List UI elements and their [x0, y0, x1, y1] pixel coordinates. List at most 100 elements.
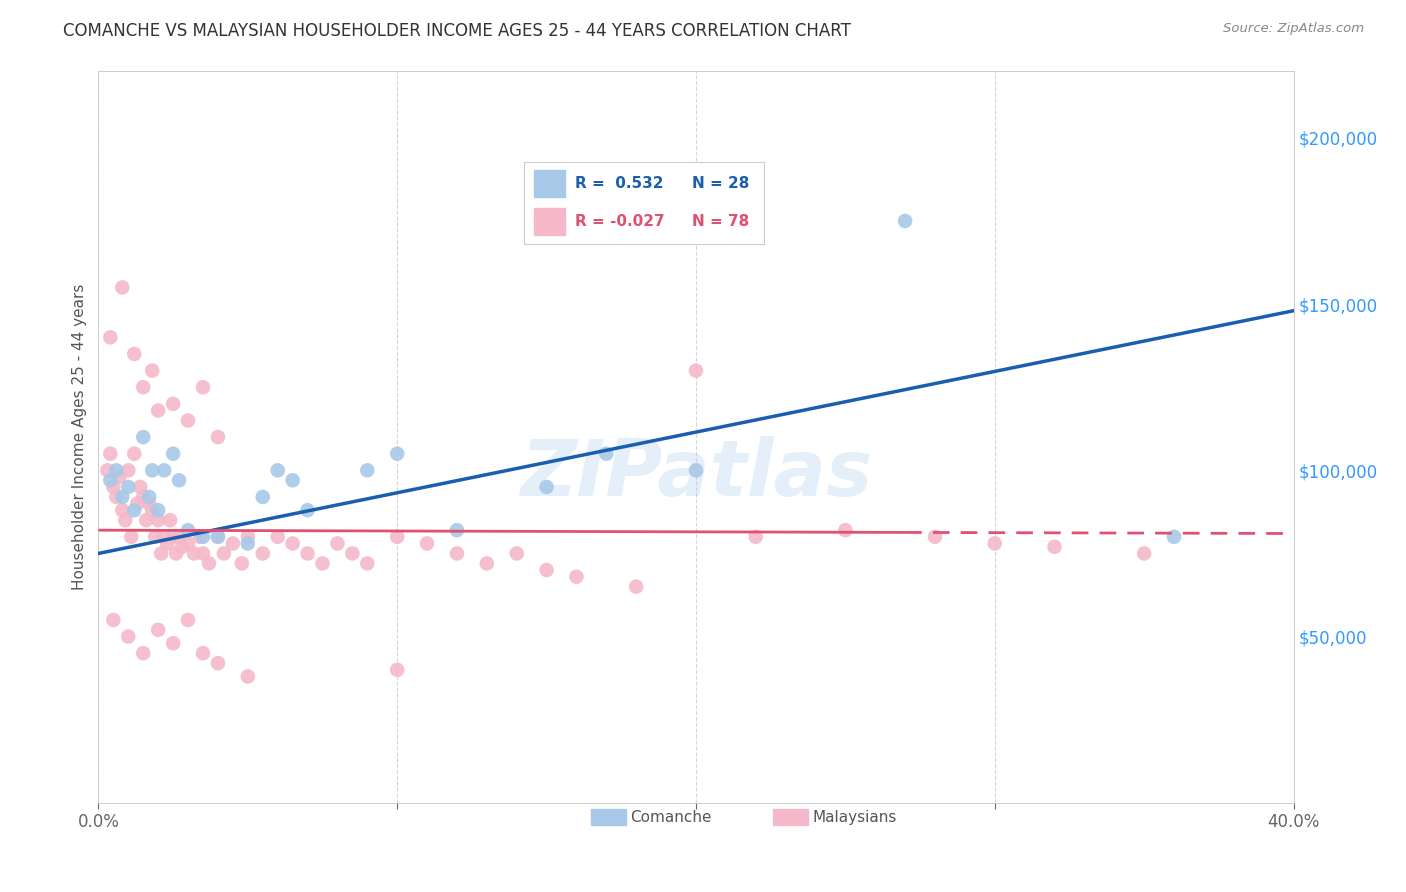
Point: [150, 546, 173, 560]
Point: [326, 536, 349, 550]
Point: [135, 513, 157, 527]
Point: [141, 503, 163, 517]
Point: [207, 430, 229, 444]
Y-axis label: Householder Income Ages 25 - 44 years: Householder Income Ages 25 - 44 years: [72, 284, 87, 591]
Point: [385, 663, 409, 677]
Bar: [534, 170, 565, 196]
Point: [148, 403, 170, 417]
Point: [183, 546, 205, 560]
Point: [207, 530, 229, 544]
Point: [565, 570, 588, 584]
Point: [297, 503, 319, 517]
Point: [111, 503, 134, 517]
Point: [385, 530, 409, 544]
Point: [103, 480, 125, 494]
Point: [98, 330, 122, 344]
Point: [159, 513, 181, 527]
Point: [385, 447, 409, 461]
Text: R =  0.532: R = 0.532: [575, 176, 664, 191]
Point: [120, 530, 142, 544]
Point: [222, 536, 245, 550]
Point: [153, 463, 176, 477]
Point: [162, 636, 184, 650]
Point: [536, 480, 558, 494]
Point: [207, 656, 229, 670]
Text: R = -0.027: R = -0.027: [575, 214, 665, 229]
Point: [191, 546, 214, 560]
Point: [105, 463, 128, 477]
Point: [446, 546, 468, 560]
Point: [96, 463, 118, 477]
Point: [595, 447, 617, 461]
Point: [132, 380, 155, 394]
Text: Source: ZipAtlas.com: Source: ZipAtlas.com: [1223, 22, 1364, 36]
Point: [138, 497, 160, 511]
Point: [148, 513, 170, 527]
Point: [127, 497, 149, 511]
Point: [167, 530, 190, 544]
Point: [1043, 540, 1066, 554]
Point: [267, 530, 290, 544]
Point: [446, 523, 468, 537]
Point: [231, 557, 253, 571]
Point: [108, 470, 131, 484]
Point: [626, 580, 648, 594]
Point: [162, 447, 184, 461]
Point: [132, 490, 155, 504]
Point: [834, 523, 856, 537]
Point: [207, 530, 229, 544]
Point: [111, 280, 134, 294]
Point: [117, 630, 139, 644]
Point: [1133, 546, 1156, 560]
Point: [236, 530, 259, 544]
Point: [114, 513, 136, 527]
Point: [356, 463, 378, 477]
Point: [252, 490, 274, 504]
Point: [506, 546, 529, 560]
Point: [105, 490, 128, 504]
Text: N = 78: N = 78: [692, 214, 749, 229]
Point: [141, 363, 163, 377]
Point: [103, 613, 125, 627]
Point: [416, 536, 439, 550]
Point: [191, 530, 214, 544]
Point: [129, 480, 152, 494]
Point: [138, 490, 160, 504]
Point: [148, 623, 170, 637]
Point: [252, 546, 274, 560]
Point: [165, 546, 187, 560]
Point: [98, 473, 122, 487]
Point: [191, 646, 214, 660]
Point: [162, 397, 184, 411]
Point: [177, 413, 200, 427]
Point: [177, 523, 200, 537]
Point: [162, 530, 184, 544]
Point: [167, 473, 190, 487]
Point: [124, 503, 146, 517]
Point: [984, 536, 1007, 550]
Point: [148, 503, 170, 517]
Point: [536, 563, 558, 577]
Bar: [534, 208, 565, 235]
Point: [188, 530, 211, 544]
Point: [124, 347, 146, 361]
Point: [117, 480, 139, 494]
Text: Comanche: Comanche: [630, 810, 711, 824]
Point: [745, 530, 768, 544]
Point: [153, 530, 176, 544]
Point: [924, 530, 946, 544]
Point: [156, 536, 179, 550]
Point: [1163, 530, 1185, 544]
Point: [894, 214, 917, 228]
Point: [685, 463, 707, 477]
Text: N = 28: N = 28: [692, 176, 749, 191]
Point: [342, 546, 364, 560]
Text: ZIPatlas: ZIPatlas: [520, 435, 872, 512]
Point: [475, 557, 498, 571]
Point: [177, 613, 200, 627]
Point: [132, 646, 155, 660]
Point: [236, 669, 259, 683]
Point: [212, 546, 235, 560]
Point: [172, 540, 194, 554]
Point: [117, 463, 139, 477]
